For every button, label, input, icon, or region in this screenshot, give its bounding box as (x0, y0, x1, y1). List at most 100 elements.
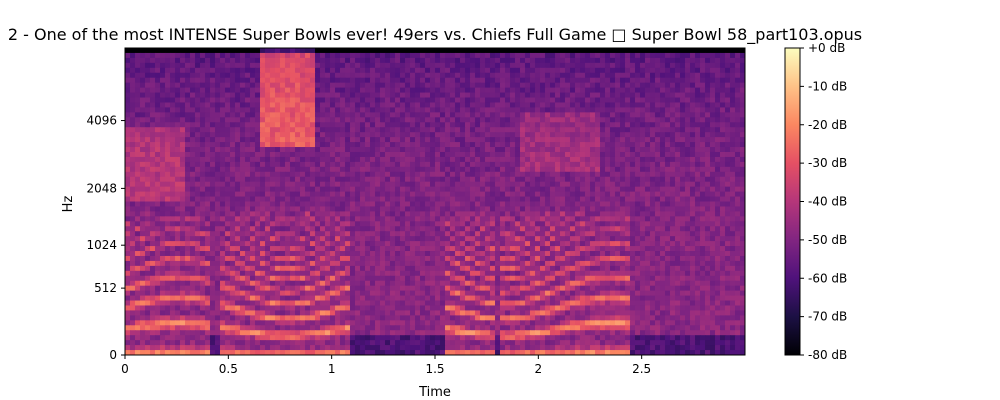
spectrogram-cell (125, 67, 131, 74)
spectrogram-cell (440, 48, 446, 54)
spectrogram-cell (505, 117, 511, 123)
spectrogram-cell (410, 186, 416, 193)
spectrogram-cell (230, 166, 236, 173)
spectrogram-cell (520, 92, 526, 99)
spectrogram-cell (495, 181, 501, 188)
spectrogram-cell (250, 117, 256, 123)
spectrogram-cell (400, 117, 406, 123)
spectrogram-cell (365, 52, 371, 59)
spectrogram-cell (250, 156, 256, 163)
spectrogram-cell (430, 57, 436, 64)
spectrogram-cell (350, 62, 356, 69)
spectrogram-cell (645, 226, 651, 232)
spectrogram-cell (710, 156, 716, 163)
spectrogram-cell (685, 236, 691, 242)
spectrogram-cell (335, 132, 341, 138)
spectrogram-cell (675, 57, 681, 64)
spectrogram-cell (375, 142, 381, 148)
spectrogram-cell (490, 57, 496, 64)
spectrogram-cell (265, 147, 271, 153)
spectrogram-cell (530, 97, 536, 104)
spectrogram-cell (550, 117, 556, 123)
spectrogram-cell (285, 216, 291, 222)
spectrogram-cell (700, 117, 706, 123)
spectrogram-cell (740, 117, 745, 123)
spectrogram-cell (655, 57, 661, 64)
spectrogram-cell (620, 191, 626, 198)
spectrogram-cell (370, 107, 376, 113)
spectrogram-cell (455, 112, 461, 118)
spectrogram-cell (680, 231, 686, 237)
spectrogram-cell (380, 97, 386, 104)
spectrogram-cell (590, 241, 596, 247)
spectrogram-cell (275, 57, 281, 64)
spectrogram-cell (340, 112, 346, 118)
spectrogram-cell (655, 176, 661, 183)
spectrogram-cell (545, 77, 551, 84)
spectrogram-cell (500, 117, 506, 123)
spectrogram-cell (190, 246, 196, 252)
spectrogram-cell (555, 87, 561, 94)
spectrogram-cell (415, 127, 421, 133)
spectrogram-cell (155, 226, 161, 232)
spectrogram-cell (405, 87, 411, 94)
spectrogram-cell (435, 211, 441, 217)
spectrogram-cell (150, 147, 156, 153)
spectrogram-cell (465, 211, 471, 217)
spectrogram-cell (170, 107, 176, 113)
spectrogram-cell (700, 236, 706, 242)
spectrogram-cell (340, 216, 346, 222)
spectrogram-cell (735, 48, 741, 54)
spectrogram-cell (405, 191, 411, 198)
spectrogram-cell (240, 221, 246, 227)
spectrogram-cell (390, 241, 396, 247)
spectrogram-cell (685, 72, 691, 79)
spectrogram-cell (355, 82, 361, 89)
spectrogram-cell (395, 142, 401, 148)
spectrogram-cell (310, 201, 316, 208)
spectrogram-cell (365, 161, 371, 168)
spectrogram-cell (475, 161, 481, 168)
spectrogram-cell (405, 221, 411, 227)
spectrogram-cell (425, 77, 431, 84)
spectrogram-cell (570, 181, 576, 188)
spectrogram-cell (660, 52, 666, 59)
spectrogram-cell (340, 107, 346, 113)
spectrogram-cell (420, 191, 426, 198)
spectrogram-cell (480, 127, 486, 133)
spectrogram-cell (255, 62, 261, 69)
spectrogram-cell (460, 92, 466, 99)
spectrogram-cell (600, 211, 606, 217)
spectrogram-cell (235, 52, 241, 59)
spectrogram-cell (580, 142, 586, 148)
spectrogram-cell (215, 151, 221, 158)
spectrogram-cell (445, 102, 451, 109)
spectrogram-cell (405, 127, 411, 133)
spectrogram-cell (490, 186, 496, 193)
spectrogram-cell (250, 196, 256, 203)
spectrogram-cell (195, 127, 201, 133)
spectrogram-cell (160, 236, 166, 242)
spectrogram-cell (720, 176, 726, 183)
spectrogram-cell (430, 236, 436, 242)
spectrogram-cell (315, 107, 321, 113)
spectrogram-cell (250, 72, 256, 79)
spectrogram-cell (185, 72, 191, 79)
spectrogram-cell (165, 48, 171, 54)
spectrogram-cell (340, 117, 346, 123)
spectrogram-cell (580, 82, 586, 89)
spectrogram-cell (170, 122, 176, 128)
spectrogram-cell (485, 206, 491, 212)
spectrogram-cell (470, 117, 476, 123)
spectrogram-cell (740, 186, 745, 193)
spectrogram-cell (500, 216, 506, 222)
spectrogram-cell (240, 122, 246, 128)
spectrogram-cell (130, 216, 136, 222)
spectrogram-cell (580, 102, 586, 109)
spectrogram-cell (270, 196, 276, 203)
spectrogram-cell (485, 132, 491, 138)
spectrogram-cell (225, 186, 231, 193)
spectrogram-cell (620, 67, 626, 74)
spectrogram-cell (380, 82, 386, 89)
spectrogram-cell (695, 82, 701, 89)
